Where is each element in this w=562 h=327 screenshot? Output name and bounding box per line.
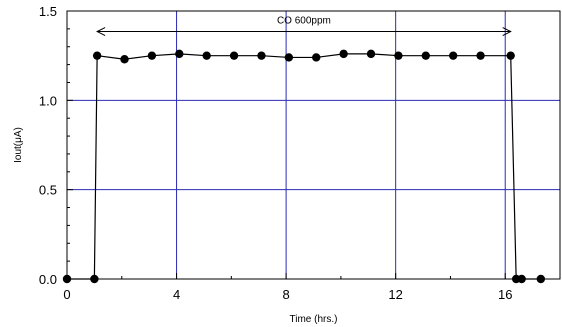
y-tick-label: 0.0 <box>39 272 57 287</box>
data-point <box>448 51 458 60</box>
x-tick-label: 0 <box>63 287 70 302</box>
data-point <box>421 51 430 60</box>
data-point <box>175 49 184 59</box>
y-tick-label: 0.5 <box>39 183 57 198</box>
data-point <box>339 49 348 59</box>
data-point <box>120 55 129 64</box>
x-tick-label: 8 <box>282 287 289 302</box>
series-group <box>62 49 546 284</box>
data-point <box>366 49 376 59</box>
y-axis-label: Iout(μA) <box>13 127 24 163</box>
data-point <box>506 51 515 60</box>
data-point <box>257 51 266 60</box>
series-line <box>67 53 541 280</box>
data-point <box>92 51 102 60</box>
data-point <box>284 53 294 62</box>
plot-frame <box>66 10 561 280</box>
annotation-arrowhead-right <box>502 27 512 36</box>
annotation-group: CO 600ppm <box>96 16 512 36</box>
x-axis-label: Time (hrs.) <box>290 314 338 325</box>
data-point <box>394 51 403 60</box>
data-point <box>312 53 321 62</box>
x-tick-label: 4 <box>173 287 180 302</box>
y-tick-label: 1.0 <box>39 93 57 108</box>
x-tick-label: 16 <box>498 287 512 302</box>
grid-lines <box>67 11 560 279</box>
data-point <box>229 51 239 60</box>
tick-labels: 0 4 8 12 16 0.0 0.5 1.0 1.5 <box>39 4 513 302</box>
y-tick-label: 1.5 <box>39 4 57 19</box>
data-point <box>147 51 157 60</box>
annotation-label: CO 600ppm <box>277 16 331 27</box>
x-tick-label: 12 <box>388 287 402 302</box>
data-point <box>202 51 211 60</box>
tick-marks <box>66 10 561 280</box>
annotation-arrowhead-left <box>96 27 106 36</box>
data-point <box>476 51 485 60</box>
